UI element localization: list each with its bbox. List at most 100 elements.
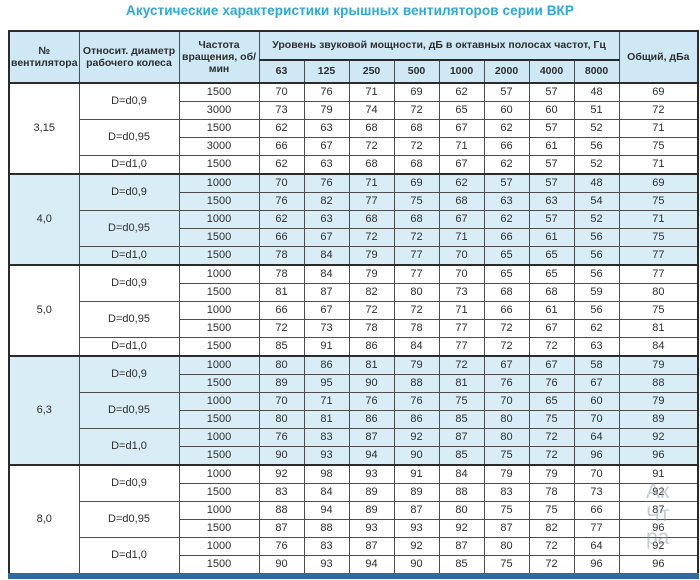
- level-cell: 83: [303, 537, 350, 556]
- speed-cell: 1500: [178, 337, 260, 357]
- level-cell: 83: [483, 483, 530, 502]
- header-diameter: Относит. диаметр рабочего колеса: [78, 30, 180, 84]
- level-cell: 75: [483, 446, 530, 466]
- total-cell: 75: [618, 137, 699, 156]
- level-cell: 62: [258, 210, 305, 229]
- level-cell: 68: [393, 210, 440, 229]
- fan-number-cell: 3,15: [8, 82, 80, 175]
- level-cell: 90: [258, 555, 305, 577]
- total-cell: 79: [618, 392, 699, 411]
- level-cell: 72: [348, 228, 395, 247]
- total-cell: 92: [618, 428, 699, 447]
- level-cell: 78: [348, 319, 395, 338]
- level-cell: 63: [303, 119, 350, 138]
- total-cell: 75: [618, 228, 699, 247]
- level-cell: 79: [483, 464, 530, 484]
- speed-cell: 1500: [178, 228, 260, 247]
- table-row: 4,0 D=d0,9 1000 70 76 71 69 62 57 57 48 69: [8, 173, 699, 266]
- level-cell: 60: [483, 101, 530, 120]
- level-cell: 86: [348, 337, 395, 357]
- level-cell: 75: [438, 392, 485, 411]
- speed-cell: 1000: [178, 355, 260, 375]
- speed-cell: 1500: [178, 555, 260, 577]
- level-cell: 83: [303, 428, 350, 447]
- level-cell: 52: [573, 210, 620, 229]
- total-cell: 96: [618, 446, 699, 466]
- level-cell: 84: [393, 337, 440, 357]
- level-cell: 90: [393, 446, 440, 466]
- level-cell: 90: [258, 446, 305, 466]
- header-total: Общий, дБа: [618, 30, 699, 84]
- speed-cell: 1500: [178, 519, 260, 538]
- level-cell: 72: [528, 337, 575, 357]
- table-row: D=d1,0 1500 62 63 68 68 67 62 57 52 71: [9, 155, 699, 175]
- speed-cell: 1500: [178, 192, 260, 211]
- level-cell: 64: [573, 537, 620, 556]
- table-row: 1500 89 95 90 88 81 76 76 67 88: [9, 374, 699, 393]
- watermark: Ак Чт ра: [646, 480, 670, 549]
- level-cell: 67: [438, 210, 485, 229]
- total-cell: 96: [618, 519, 699, 538]
- level-cell: 80: [483, 428, 530, 447]
- level-cell: 61: [528, 137, 575, 156]
- level-cell: 62: [438, 82, 485, 102]
- level-cell: 87: [438, 428, 485, 447]
- speed-cell: 1500: [178, 446, 260, 466]
- level-cell: 81: [258, 283, 305, 302]
- diameter-cell: D=d1,0: [78, 155, 180, 175]
- speed-cell: 1500: [178, 283, 260, 302]
- level-cell: 72: [483, 319, 530, 338]
- level-cell: 72: [528, 555, 575, 577]
- level-cell: 76: [258, 428, 305, 447]
- level-cell: 68: [393, 119, 440, 138]
- level-cell: 70: [258, 392, 305, 411]
- level-cell: 76: [303, 82, 350, 102]
- level-cell: 91: [393, 464, 440, 484]
- level-cell: 66: [258, 228, 305, 247]
- header-freq-63: 63: [258, 59, 305, 84]
- level-cell: 70: [573, 410, 620, 429]
- total-cell: 84: [618, 337, 699, 357]
- level-cell: 63: [303, 210, 350, 229]
- level-cell: 72: [393, 101, 440, 120]
- level-cell: 73: [438, 283, 485, 302]
- level-cell: 76: [303, 173, 350, 193]
- level-cell: 60: [528, 101, 575, 120]
- level-cell: 62: [438, 173, 485, 193]
- acoustic-table: № вентилятора Относит. диаметр рабочего …: [8, 30, 700, 579]
- level-cell: 65: [438, 101, 485, 120]
- level-cell: 76: [258, 192, 305, 211]
- level-cell: 80: [438, 501, 485, 520]
- diameter-cell: D=d0,9: [78, 464, 180, 502]
- level-cell: 77: [573, 519, 620, 538]
- level-cell: 96: [573, 446, 620, 466]
- level-cell: 70: [438, 246, 485, 266]
- level-cell: 67: [573, 374, 620, 393]
- table-row: D=d1,0 1500 78 84 79 77 70 65 65 56 77: [9, 246, 699, 266]
- diameter-cell: D=d1,0: [78, 246, 180, 266]
- level-cell: 80: [258, 410, 305, 429]
- level-cell: 72: [348, 137, 395, 156]
- table-row: D=d0,95 1000 70 71 76 76 75 70 65 60 79: [9, 392, 699, 429]
- level-cell: 48: [573, 82, 620, 102]
- speed-cell: 1000: [178, 464, 260, 484]
- table-row: 1500 81 87 82 80 73 68 68 59 80: [9, 283, 699, 302]
- header-sound-power-group: Уровень звуковой мощности, дБ в октавных…: [258, 30, 620, 61]
- level-cell: 76: [348, 392, 395, 411]
- level-cell: 67: [303, 228, 350, 247]
- level-cell: 66: [483, 137, 530, 156]
- total-cell: 80: [618, 283, 699, 302]
- table-row: 5,0 D=d0,9 1000 78 84 79 77 70 65 65 56 77: [8, 264, 699, 357]
- speed-cell: 1500: [178, 119, 260, 138]
- level-cell: 90: [348, 374, 395, 393]
- level-cell: 87: [348, 537, 395, 556]
- diameter-cell: D=d1,0: [78, 537, 180, 577]
- level-cell: 56: [573, 228, 620, 247]
- level-cell: 70: [258, 82, 305, 102]
- level-cell: 65: [528, 392, 575, 411]
- level-cell: 63: [573, 337, 620, 357]
- header-freq-2000: 2000: [483, 59, 530, 84]
- level-cell: 54: [573, 192, 620, 211]
- level-cell: 72: [393, 228, 440, 247]
- level-cell: 72: [258, 319, 305, 338]
